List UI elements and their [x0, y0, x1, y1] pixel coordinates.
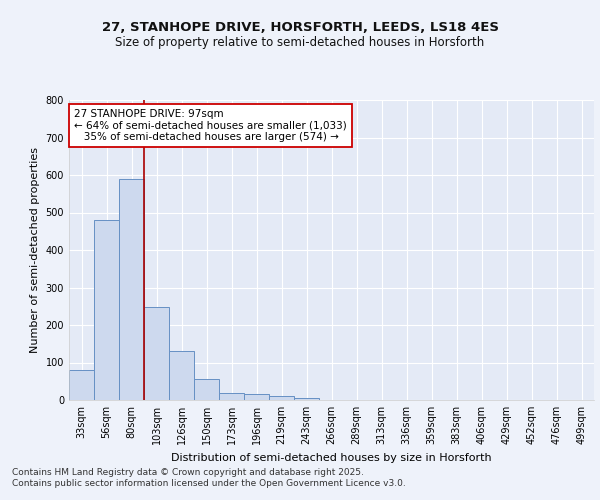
- Text: Contains HM Land Registry data © Crown copyright and database right 2025.
Contai: Contains HM Land Registry data © Crown c…: [12, 468, 406, 487]
- Bar: [94, 220, 119, 400]
- Bar: [194, 380, 219, 400]
- Bar: [169, 351, 194, 400]
- Bar: [119, 179, 144, 400]
- Bar: [144, 308, 169, 400]
- Text: Size of property relative to semi-detached houses in Horsforth: Size of property relative to semi-detach…: [115, 36, 485, 49]
- Y-axis label: Number of semi-detached properties: Number of semi-detached properties: [30, 147, 40, 353]
- Bar: [244, 394, 269, 400]
- Text: 27 STANHOPE DRIVE: 97sqm
← 64% of semi-detached houses are smaller (1,033)
   35: 27 STANHOPE DRIVE: 97sqm ← 64% of semi-d…: [74, 109, 347, 142]
- Bar: [219, 392, 244, 400]
- Bar: [269, 396, 294, 400]
- Text: 27, STANHOPE DRIVE, HORSFORTH, LEEDS, LS18 4ES: 27, STANHOPE DRIVE, HORSFORTH, LEEDS, LS…: [101, 21, 499, 34]
- Bar: [69, 370, 94, 400]
- X-axis label: Distribution of semi-detached houses by size in Horsforth: Distribution of semi-detached houses by …: [171, 452, 492, 462]
- Bar: [294, 398, 319, 400]
